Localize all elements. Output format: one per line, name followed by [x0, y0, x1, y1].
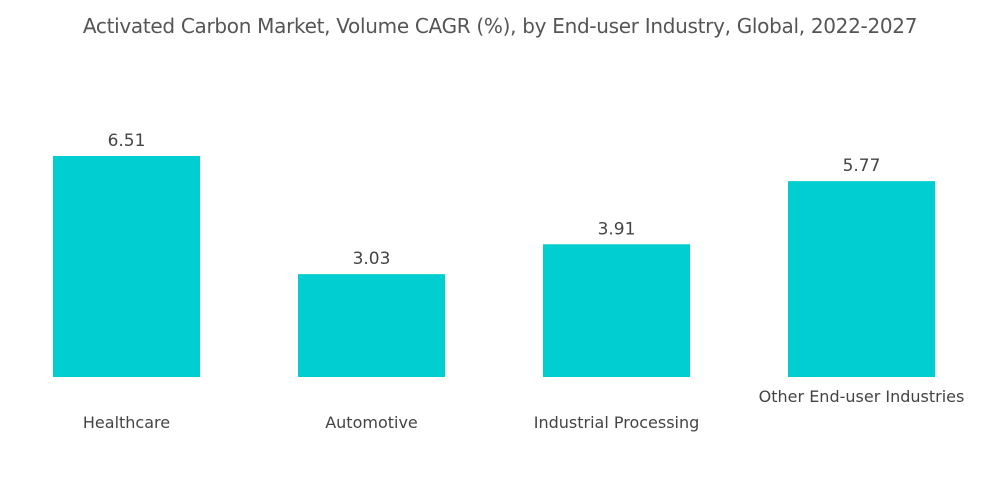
category-labels-group: Healthcare Automotive Industrial Processin…	[83, 387, 964, 432]
bar-healthcare	[53, 156, 200, 377]
category-label: Other End-user Industries	[759, 387, 965, 406]
bar-other-end-user-industries	[788, 181, 935, 377]
value-label: 3.03	[353, 249, 391, 269]
value-label: 6.51	[108, 131, 146, 151]
bar-industrial-processing	[543, 244, 690, 377]
value-label: 5.77	[843, 156, 881, 176]
value-label: 3.91	[598, 219, 636, 239]
bar-automotive	[298, 274, 445, 377]
chart-title: Activated Carbon Market, Volume CAGR (%)…	[82, 14, 918, 38]
category-label: Industrial Processing	[534, 413, 700, 432]
value-labels-group: 6.51 3.03 3.91 5.77	[108, 131, 881, 269]
bars-group	[53, 156, 935, 377]
category-label: Healthcare	[83, 413, 170, 432]
category-label: Automotive	[325, 413, 418, 432]
